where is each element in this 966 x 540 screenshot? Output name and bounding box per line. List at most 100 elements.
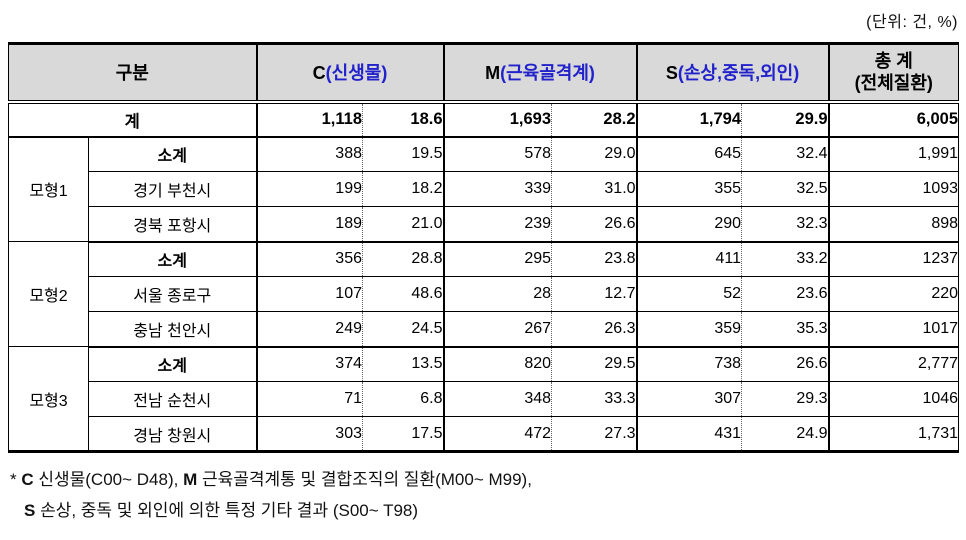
cell-s-count: 359: [635, 311, 742, 348]
cell-s-pct: 32.4: [741, 136, 829, 172]
cell-s-count: 355: [635, 171, 742, 207]
cell-s-pct: 33.2: [741, 241, 829, 277]
cell-c-pct: 17.5: [361, 416, 444, 453]
table-row: 전남 순천시 71 6.8 348 33.3 307 29.3 1046: [9, 381, 959, 417]
footnote-code: S: [24, 501, 36, 520]
cell-m-count: 28: [442, 276, 552, 312]
header-col-m-name: (근육골격계): [500, 63, 595, 84]
row-label: 서울 종로구: [88, 276, 257, 312]
model-label: 모형2: [8, 241, 89, 347]
cell-m-pct: 27.3: [551, 416, 637, 453]
cell-s-count: 738: [635, 346, 742, 382]
row-label: 소계: [88, 346, 257, 382]
cell-c-count: 71: [255, 381, 363, 417]
header-col-total: 총 계 (전체질환): [827, 43, 959, 104]
cell-c-pct: 18.2: [361, 171, 444, 207]
cell-total: 6,005: [827, 101, 959, 138]
row-label: 소계: [88, 241, 257, 277]
row-label: 충남 천안시: [88, 311, 257, 348]
footnote-line: S 손상, 중독 및 외인에 의한 특정 기타 결과 (S00~ T98): [10, 495, 532, 526]
header-col-m: M(근육골격계): [442, 43, 637, 104]
header-col-total-line1: 총 계: [874, 50, 913, 71]
cell-s-pct: 35.3: [741, 311, 829, 348]
cell-s-pct: 32.5: [741, 171, 829, 207]
cell-c-count: 374: [255, 346, 363, 382]
cell-s-pct: 32.3: [741, 206, 829, 243]
row-label: 소계: [88, 136, 257, 172]
header-col-m-code: M: [485, 63, 501, 84]
cell-c-count: 199: [255, 171, 363, 207]
cell-c-count: 189: [255, 206, 363, 243]
cell-s-pct: 26.6: [741, 346, 829, 382]
statistics-table: 구분 C(신생물) M(근육골격계) S(손상,중독,외인) 총 계 (전체질환…: [8, 42, 960, 453]
cell-total: 1,991: [827, 136, 959, 172]
cell-m-count: 472: [442, 416, 552, 453]
cell-total: 1,731: [827, 416, 959, 453]
cell-m-count: 1,693: [442, 101, 552, 138]
cell-c-pct: 13.5: [361, 346, 444, 382]
header-col-c-code: C: [312, 63, 326, 84]
header-gubun: 구분: [8, 43, 257, 104]
cell-s-count: 431: [635, 416, 742, 453]
cell-total: 1017: [827, 311, 959, 348]
cell-m-pct: 31.0: [551, 171, 637, 207]
cell-m-pct: 29.5: [551, 346, 637, 382]
header-col-s-name: (손상,중독,외인): [677, 63, 800, 84]
cell-c-count: 303: [255, 416, 363, 453]
cell-c-count: 107: [255, 276, 363, 312]
table-row: 모형1 소계 388 19.5 578 29.0 645 32.4 1,991: [8, 136, 959, 242]
unit-label: (단위: 건, %): [866, 14, 958, 31]
cell-total: 1237: [827, 241, 959, 277]
table-row: 서울 종로구 107 48.6 28 12.7 52 23.6 220: [9, 276, 959, 312]
cell-total: 2,777: [827, 346, 959, 382]
row-label: 경북 포항시: [88, 206, 257, 243]
table-row: 경북 포항시 189 21.0 239 26.6 290 32.3 898: [9, 206, 959, 243]
cell-c-pct: 6.8: [361, 381, 444, 417]
footnote-text: 근육골격계통 및 결합조직의 질환(M00~ M99),: [197, 470, 532, 489]
cell-m-count: 339: [442, 171, 552, 207]
cell-c-pct: 18.6: [361, 101, 444, 138]
cell-s-pct: 29.9: [741, 101, 829, 138]
cell-c-pct: 24.5: [361, 311, 444, 348]
cell-s-count: 411: [635, 241, 742, 277]
grand-total-label: 계: [8, 101, 257, 138]
cell-m-count: 578: [442, 136, 552, 172]
cell-m-pct: 28.2: [551, 101, 637, 138]
footnote-code: C: [21, 470, 34, 489]
table-body: 계 1,118 18.6 1,693 28.2 1,794 29.9 6,005 모형1 소계 38…: [8, 101, 959, 453]
table-row: 경기 부천시 199 18.2 339 31.0 355 32.5 1093: [9, 171, 959, 207]
table-header-row: 구분 C(신생물) M(근육골격계) S(손상,중독,외인) 총 계 (전체질환…: [8, 43, 959, 104]
cell-s-count: 307: [635, 381, 742, 417]
cell-m-count: 295: [442, 241, 552, 277]
cell-c-count: 249: [255, 311, 363, 348]
cell-total: 898: [827, 206, 959, 243]
header-col-total-line2: (전체질환): [854, 73, 933, 94]
grand-total-row: 계 1,118 18.6 1,693 28.2 1,794 29.9 6,005: [8, 101, 959, 138]
cell-s-pct: 23.6: [741, 276, 829, 312]
cell-m-pct: 33.3: [551, 381, 637, 417]
footnote-code: M: [183, 470, 198, 489]
cell-m-count: 820: [442, 346, 552, 382]
cell-m-pct: 26.6: [551, 206, 637, 243]
cell-m-pct: 26.3: [551, 311, 637, 348]
cell-m-count: 239: [442, 206, 552, 243]
row-label: 경기 부천시: [88, 171, 257, 207]
header-col-c-name: (신생물): [325, 63, 388, 84]
model-label: 모형1: [8, 136, 89, 242]
cell-s-pct: 29.3: [741, 381, 829, 417]
cell-m-count: 267: [442, 311, 552, 348]
cell-m-pct: 23.8: [551, 241, 637, 277]
cell-s-count: 290: [635, 206, 742, 243]
cell-s-count: 1,794: [635, 101, 742, 138]
model-label: 모형3: [8, 346, 89, 452]
cell-c-pct: 19.5: [361, 136, 444, 172]
table-row: 충남 천안시 249 24.5 267 26.3 359 35.3 1017: [9, 311, 959, 348]
cell-s-pct: 24.9: [741, 416, 829, 453]
header-col-s: S(손상,중독,외인): [635, 43, 829, 104]
cell-total: 1046: [827, 381, 959, 417]
cell-c-pct: 28.8: [361, 241, 444, 277]
header-col-c: C(신생물): [255, 43, 444, 104]
table-row: 경남 창원시 303 17.5 472 27.3 431 24.9 1,731: [9, 416, 959, 453]
cell-s-count: 52: [635, 276, 742, 312]
